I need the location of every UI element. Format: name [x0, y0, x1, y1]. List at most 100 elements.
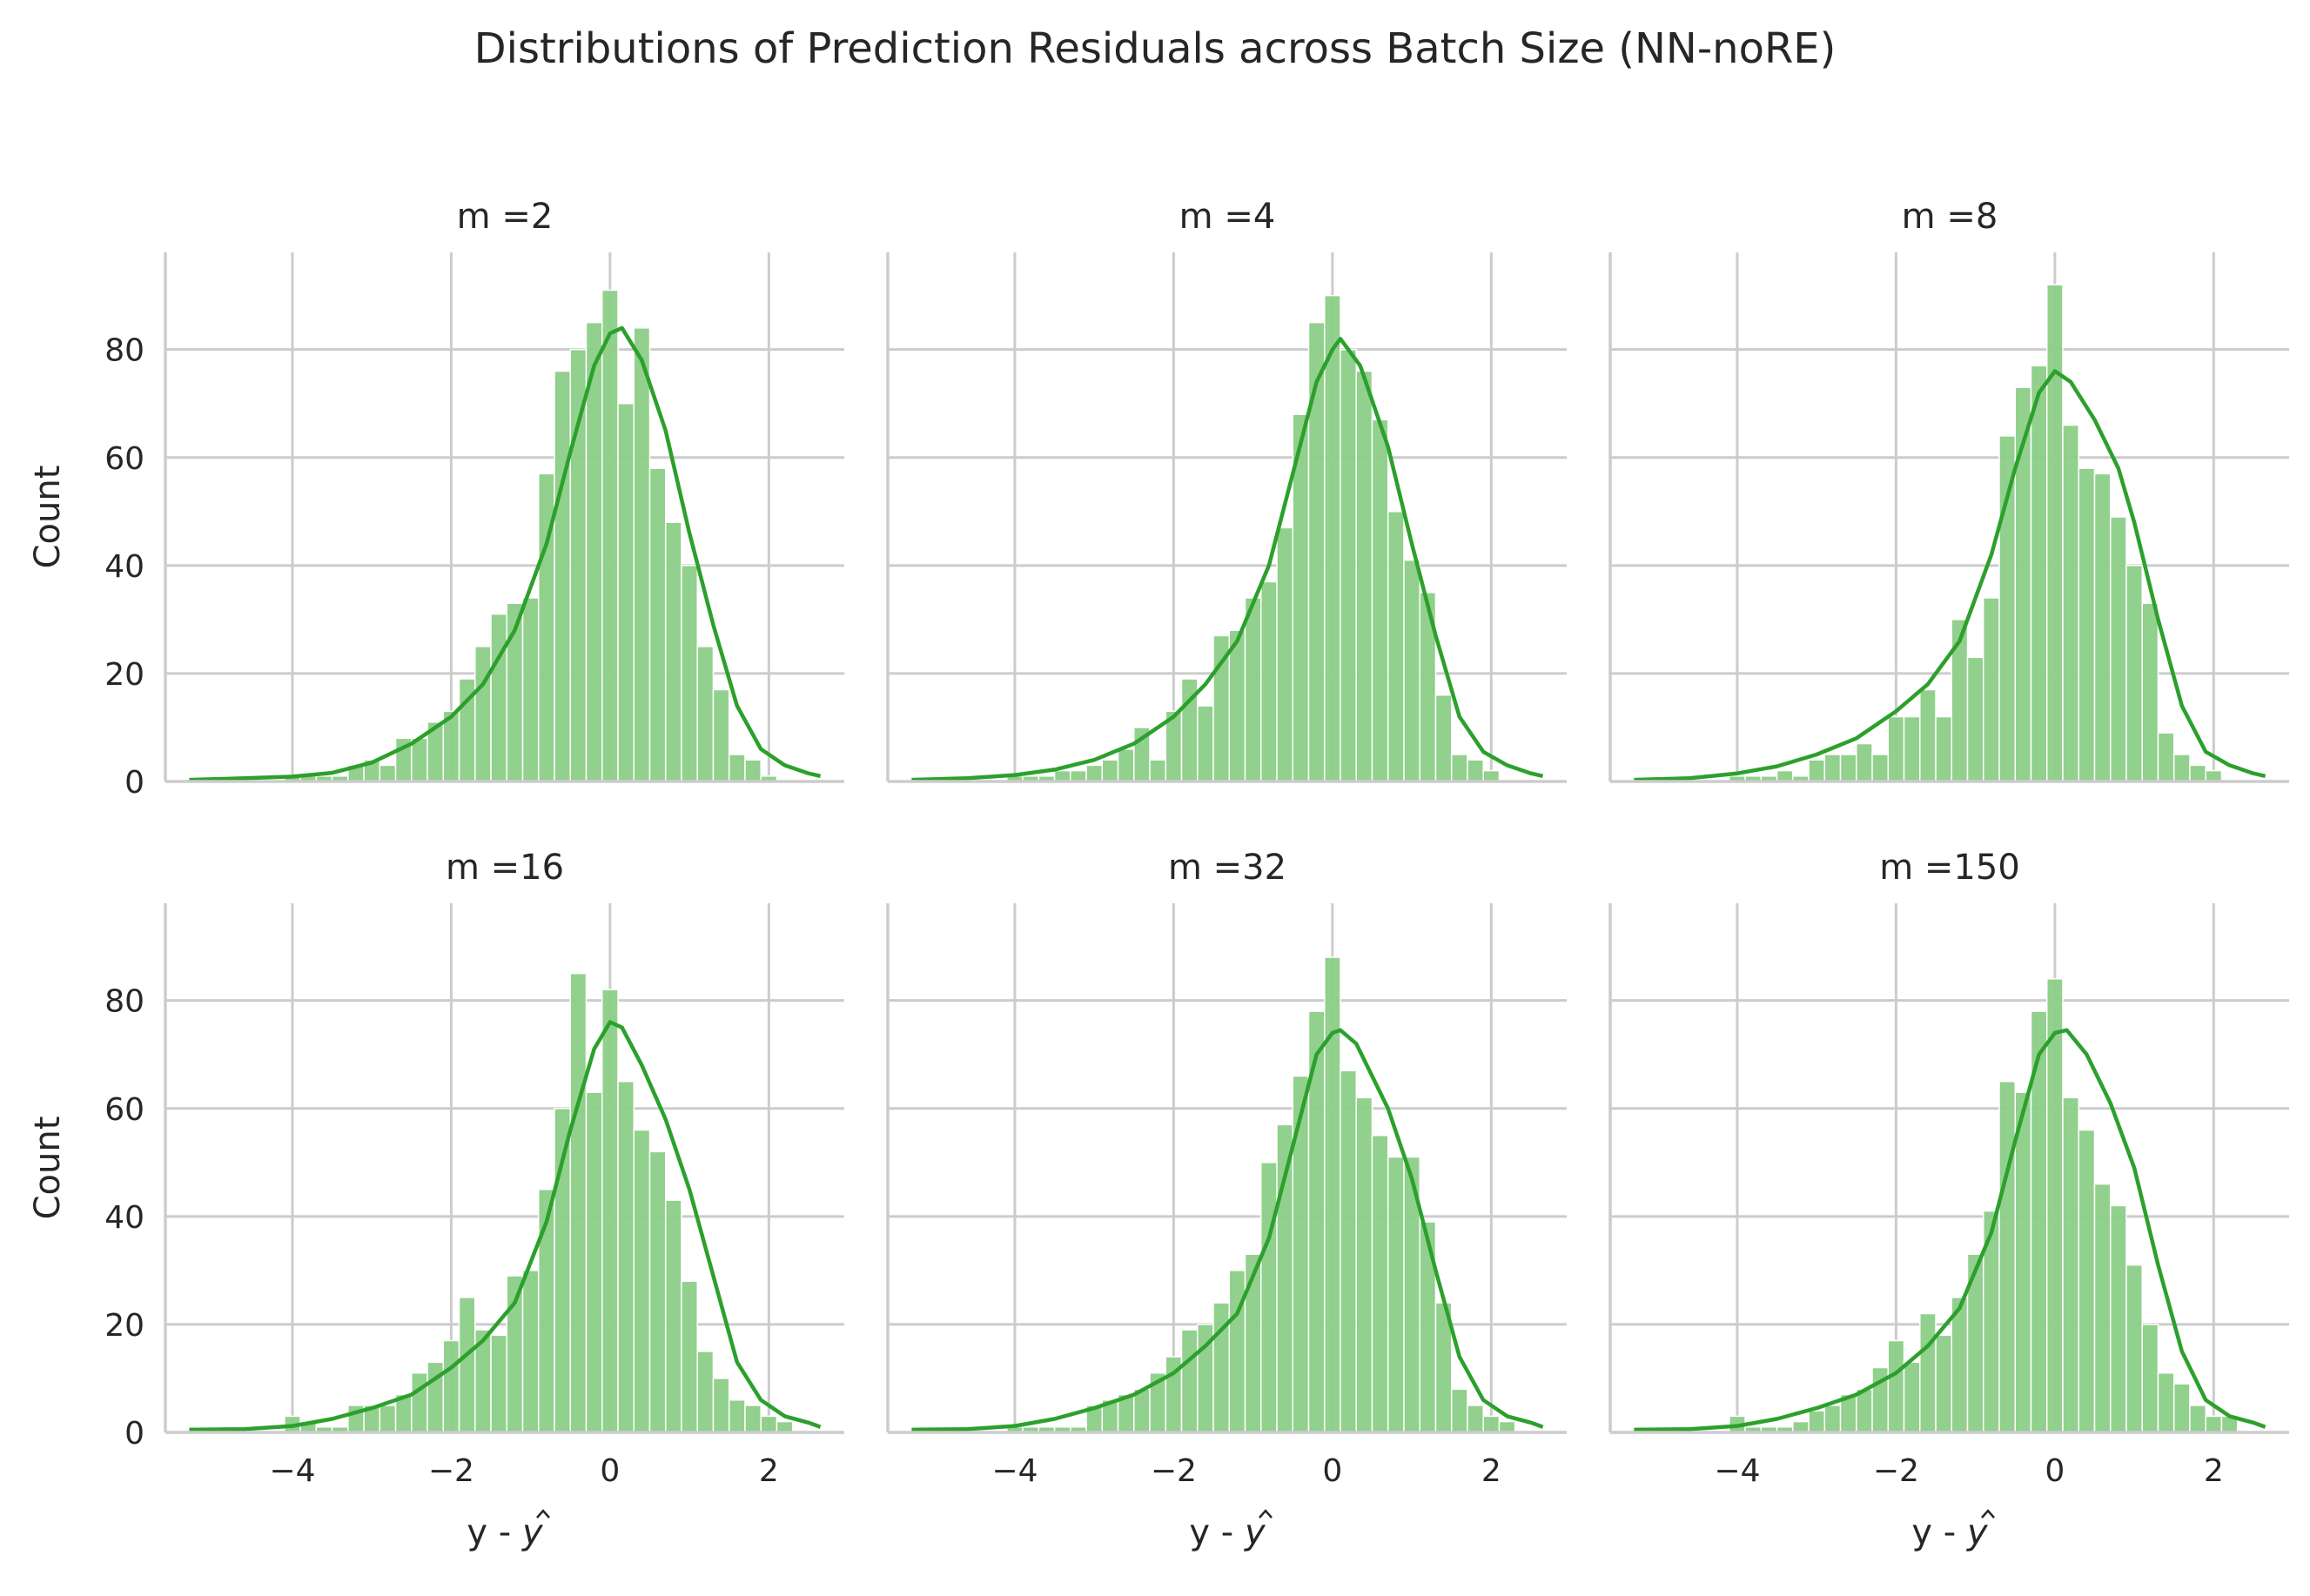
histogram-bar	[744, 759, 762, 782]
x-tick-label: 0	[2045, 1453, 2065, 1489]
histogram-bar	[681, 1280, 698, 1433]
x-tick-label: −2	[1873, 1453, 1919, 1489]
histogram-bar	[1276, 526, 1294, 782]
histogram-bar	[2172, 754, 2191, 782]
hat-accent	[1981, 1509, 1995, 1519]
y-tick-label: 40	[104, 1200, 144, 1236]
histogram-bar	[2172, 1383, 2191, 1433]
histogram-bar	[2157, 732, 2175, 782]
histogram-bar	[1823, 1405, 1842, 1433]
panel-3: m =8	[1608, 197, 2289, 783]
histogram-bar	[1324, 294, 1341, 782]
x-tick-label: 0	[600, 1453, 620, 1489]
histogram-bar	[776, 1420, 794, 1433]
histogram-bar	[2078, 1129, 2096, 1433]
histogram-bar	[1101, 759, 1119, 782]
histogram-bar	[411, 1372, 428, 1433]
x-axis-label: y - y	[1189, 1512, 1266, 1552]
histogram-bar	[728, 754, 746, 782]
histogram-bar	[1307, 321, 1326, 782]
histogram-bar	[569, 972, 588, 1433]
histogram-bar	[617, 402, 635, 782]
histogram-bar	[411, 737, 428, 782]
histogram-bar	[521, 597, 540, 782]
histogram-bar	[379, 764, 397, 782]
histogram-bar	[744, 1405, 762, 1433]
histogram-bar	[633, 327, 651, 782]
histogram-bar	[648, 1150, 667, 1433]
kde-curve	[189, 325, 822, 782]
histogram-bar	[601, 289, 619, 782]
histogram-bar	[2062, 1096, 2079, 1433]
y-tick-label: 20	[104, 657, 144, 693]
histogram-bar	[1324, 956, 1341, 1433]
histogram-bar	[2125, 1264, 2143, 1433]
histogram-bar	[1133, 1388, 1151, 1433]
histogram-bar	[1467, 759, 1484, 782]
y-tick-label: 0	[124, 1416, 144, 1452]
histogram-bar	[2046, 978, 2064, 1433]
histogram-bar	[2109, 516, 2127, 782]
histogram-bar	[2189, 764, 2206, 782]
histogram-bar	[1919, 1312, 1937, 1433]
y-tick-label: 0	[124, 765, 144, 801]
histogram-bar	[1935, 715, 1953, 782]
histogram-bar	[2157, 1372, 2175, 1433]
y-tick-label: 20	[104, 1308, 144, 1344]
histogram-bar	[1467, 1405, 1484, 1433]
histogram-bar	[1776, 769, 1794, 782]
histogram-bar	[2046, 284, 2064, 782]
histogram-bar	[1387, 511, 1405, 782]
histogram-bar	[569, 348, 588, 782]
histogram-bar	[1180, 1329, 1199, 1433]
y-tick-label: 60	[104, 441, 144, 477]
histogram-bar	[1935, 1334, 1953, 1433]
histogram-bar	[1983, 597, 2000, 782]
panel-title: m =8	[1902, 197, 1998, 237]
histogram-bar	[712, 688, 730, 782]
histogram-bar	[1371, 419, 1389, 782]
histogram-bar	[1998, 435, 2017, 782]
histogram-bar	[1498, 1420, 1516, 1433]
y-tick-label: 80	[104, 984, 144, 1020]
histogram-bar	[1919, 688, 1937, 782]
histogram-bar	[760, 1415, 778, 1433]
histogram-bar	[1197, 705, 1214, 782]
histogram-bar	[1228, 1270, 1246, 1433]
histogram-bar	[664, 521, 682, 782]
y-tick-label: 80	[104, 333, 144, 369]
histogram-bar	[1482, 769, 1501, 782]
x-tick-label: −4	[1714, 1453, 1760, 1489]
panel-title: m =4	[1179, 197, 1276, 237]
histogram-bar	[2093, 473, 2112, 782]
histogram-bar	[1260, 1162, 1278, 1433]
x-axis-label: y - y	[1911, 1512, 1989, 1552]
histogram-bar	[2189, 1405, 2206, 1433]
histogram-bar	[1792, 1420, 1810, 1433]
panel-2: m =4	[886, 197, 1567, 783]
histogram-bar	[1808, 759, 1826, 782]
histogram-bar	[2093, 1183, 2112, 1433]
x-tick-label: −4	[269, 1453, 315, 1489]
histogram-bar	[1355, 370, 1373, 782]
histogram-bar	[1823, 754, 1842, 782]
histogram-bar	[379, 1405, 397, 1433]
panel-title: m =32	[1168, 848, 1286, 888]
panel-4: m =16 0 20 40 60 80 Count −4 −2 0 2 y - y	[28, 848, 844, 1552]
histogram-bar	[681, 565, 698, 782]
histogram-bar	[1450, 754, 1468, 782]
histogram-bar	[1149, 759, 1167, 782]
x-tick-label: 2	[2204, 1453, 2224, 1489]
histogram-bar	[2205, 1415, 2223, 1433]
panel-title: m =2	[457, 197, 554, 237]
histogram-bar	[696, 646, 715, 782]
histogram-bar	[1903, 1361, 1921, 1433]
histogram-bar	[1070, 769, 1087, 782]
y-axis-label: Count	[28, 1117, 68, 1220]
histogram-bar	[1371, 1135, 1389, 1433]
histogram-bar	[1434, 694, 1453, 782]
histogram-bar	[712, 1378, 730, 1433]
kde-curve	[911, 337, 1544, 782]
